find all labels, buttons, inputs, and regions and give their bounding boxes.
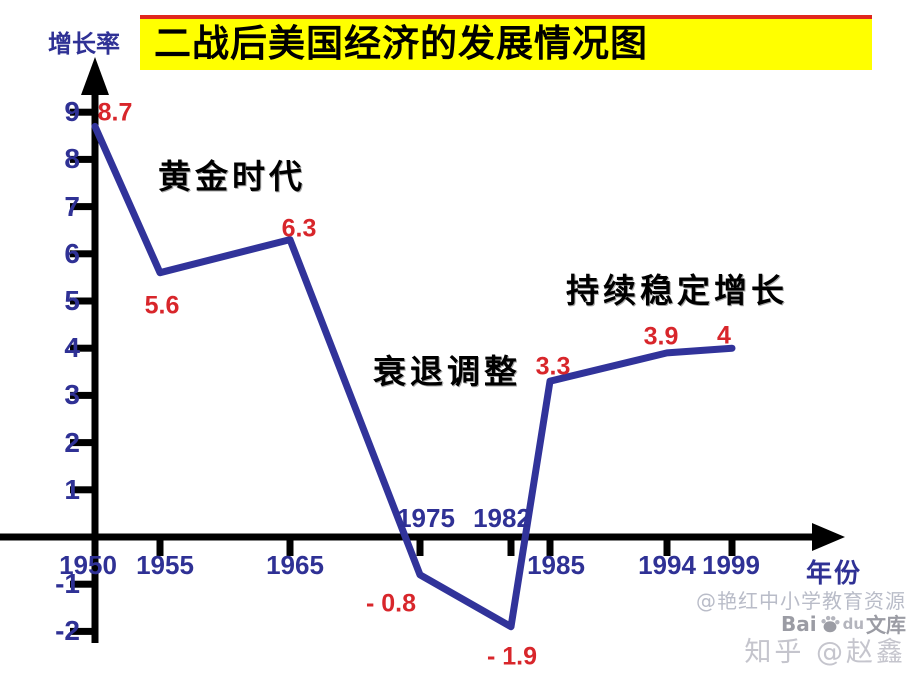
y-tick-mark — [70, 297, 95, 305]
data-point-label: 3.3 — [535, 352, 571, 381]
data-line-series — [91, 122, 736, 631]
y-tick-mark — [70, 627, 95, 635]
x-axis-title: 年份 — [806, 558, 863, 588]
watermark-zhihu-author: 知乎 @赵鑫 — [744, 637, 906, 668]
y-tick-label: 8 — [64, 143, 80, 175]
y-tick-label: 7 — [64, 190, 80, 222]
y-tick-label: 4 — [64, 332, 80, 364]
baidu-logo-du: du — [842, 614, 864, 633]
y-tick-label: -1 — [55, 568, 80, 600]
y-tick-mark — [70, 108, 95, 116]
x-tick-mark — [728, 537, 736, 556]
baidu-logo-bai: Bai — [780, 611, 817, 636]
data-point-label: 6.3 — [281, 214, 317, 243]
y-tick-mark — [70, 344, 95, 352]
data-point-label: 4 — [717, 321, 731, 350]
watermark-baidu-wenku: Bai du 文库 — [781, 609, 906, 638]
data-point-label: 5.6 — [144, 291, 180, 320]
y-axis-line — [91, 88, 99, 643]
y-tick-mark — [70, 155, 95, 163]
x-tick-label: 1950 — [59, 550, 117, 580]
data-point-label: 3.9 — [643, 322, 679, 351]
watermark-credit: @艳红中小学教育资源 — [696, 589, 906, 613]
x-tick-label: 1999 — [702, 550, 760, 580]
y-tick-label: 1 — [64, 473, 80, 505]
data-point-label: - 0.8 — [365, 589, 417, 618]
x-tick-label: 1955 — [136, 550, 194, 580]
y-tick-mark — [70, 391, 95, 399]
data-point-label: 8.7 — [97, 98, 133, 127]
x-tick-mark — [416, 537, 424, 556]
y-tick-label: 9 — [64, 96, 80, 128]
chart-annotation: 衰退调整 — [373, 352, 521, 391]
y-tick-mark — [70, 250, 95, 258]
y-axis-arrow-icon — [81, 57, 109, 95]
y-tick-label: -2 — [55, 615, 80, 647]
y-tick-mark — [70, 439, 95, 447]
x-tick-mark — [546, 537, 554, 556]
x-tick-label: 1985 — [527, 550, 585, 580]
x-tick-label: 1982 — [473, 503, 531, 533]
baidu-logo-wenku: 文库 — [866, 613, 906, 637]
x-tick-mark — [286, 537, 294, 556]
chart-annotation: 黄金时代 — [158, 157, 306, 196]
y-tick-mark — [70, 486, 95, 494]
x-tick-mark — [507, 537, 515, 556]
x-axis-arrow-icon — [812, 523, 845, 551]
data-point-label: - 1.9 — [486, 642, 538, 671]
chart-annotation: 持续稳定增长 — [566, 271, 788, 310]
y-axis-title: 增长率 — [48, 31, 120, 58]
y-tick-mark — [70, 580, 95, 588]
x-tick-label: 1975 — [397, 503, 455, 533]
y-tick-label: 2 — [64, 426, 80, 458]
baidu-paw-icon — [820, 615, 840, 632]
chart-title: 二战后美国经济的发展情况图 — [154, 23, 648, 64]
chart-title-box: 二战后美国经济的发展情况图 — [140, 15, 872, 70]
y-tick-label: 6 — [64, 237, 80, 269]
y-tick-label: 3 — [64, 379, 80, 411]
x-tick-label: 1965 — [266, 550, 324, 580]
y-tick-mark — [70, 203, 95, 211]
x-tick-mark — [156, 537, 164, 556]
x-tick-label: 1994 — [638, 550, 696, 580]
y-tick-label: 5 — [64, 285, 80, 316]
x-tick-mark — [663, 537, 671, 556]
